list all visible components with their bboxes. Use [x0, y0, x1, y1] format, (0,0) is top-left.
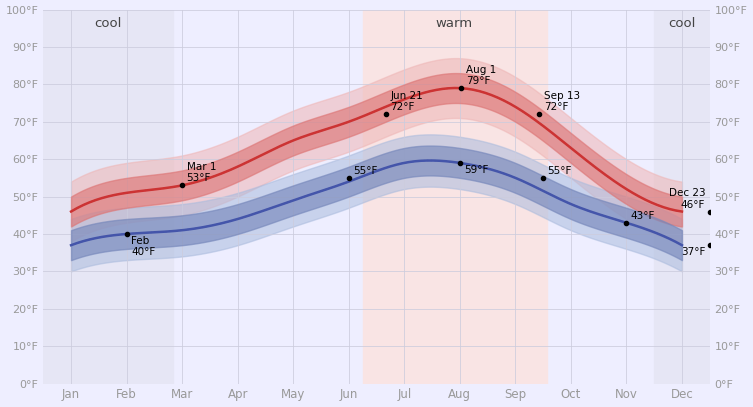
Text: 59°F: 59°F [465, 165, 489, 175]
Text: cool: cool [668, 17, 696, 30]
Text: Mar 1
53°F: Mar 1 53°F [187, 162, 216, 184]
Text: Aug 1
79°F: Aug 1 79°F [466, 65, 496, 86]
Bar [654, 9, 710, 383]
Text: Dec 23
46°F: Dec 23 46°F [669, 188, 706, 210]
Bar [363, 9, 547, 383]
Text: Sep 13
72°F: Sep 13 72°F [544, 91, 580, 112]
Bar [43, 9, 172, 383]
Text: warm: warm [436, 17, 473, 30]
Text: Feb
40°F: Feb 40°F [131, 236, 155, 258]
Text: 55°F: 55°F [547, 166, 572, 176]
Text: cool: cool [95, 17, 122, 30]
Text: Jun 21
72°F: Jun 21 72°F [390, 91, 423, 112]
Text: 43°F: 43°F [631, 211, 655, 221]
Text: 55°F: 55°F [353, 166, 377, 176]
Text: 37°F: 37°F [681, 247, 706, 257]
